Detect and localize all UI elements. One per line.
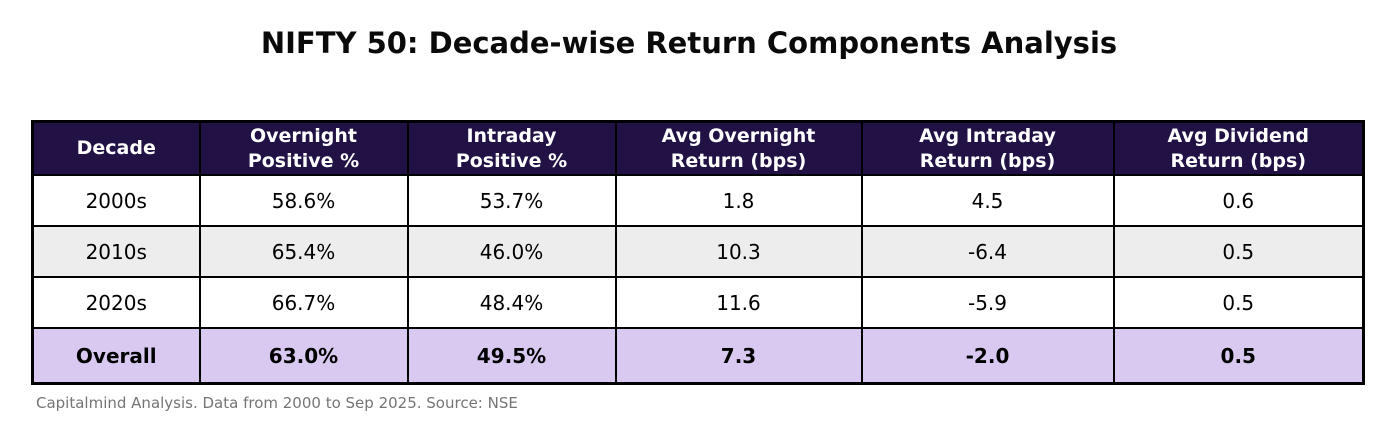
table-header-row: Decade Overnight Positive % Intraday Pos…	[31, 120, 1365, 176]
cell-intraday-positive: 53.7%	[406, 174, 617, 227]
table-row-2000s: 2000s 58.6% 53.7% 1.8 4.5 0.6	[31, 174, 1365, 227]
cell-overnight-positive: 63.0%	[198, 327, 409, 385]
cell-avg-intraday-return: -5.9	[860, 276, 1115, 329]
cell-decade: 2000s	[31, 174, 201, 227]
cell-avg-intraday-return: 4.5	[860, 174, 1115, 227]
cell-avg-dividend-return: 0.5	[1112, 327, 1365, 385]
cell-overnight-positive: 65.4%	[198, 225, 409, 278]
cell-avg-intraday-return: -2.0	[860, 327, 1115, 385]
cell-overnight-positive: 66.7%	[198, 276, 409, 329]
cell-intraday-positive: 49.5%	[406, 327, 617, 385]
cell-avg-overnight-return: 11.6	[614, 276, 863, 329]
cell-avg-dividend-return: 0.5	[1112, 276, 1365, 329]
decade-returns-table: Decade Overnight Positive % Intraday Pos…	[31, 120, 1365, 385]
table-row-2020s: 2020s 66.7% 48.4% 11.6 -5.9 0.5	[31, 276, 1365, 329]
table-row-2010s: 2010s 65.4% 46.0% 10.3 -6.4 0.5	[31, 225, 1365, 278]
cell-avg-intraday-return: -6.4	[860, 225, 1115, 278]
cell-intraday-positive: 48.4%	[406, 276, 617, 329]
page-title: NIFTY 50: Decade-wise Return Components …	[260, 26, 1118, 60]
col-header-intraday-positive: Intraday Positive %	[406, 120, 617, 176]
cell-avg-overnight-return: 7.3	[614, 327, 863, 385]
cell-overnight-positive: 58.6%	[198, 174, 409, 227]
cell-intraday-positive: 46.0%	[406, 225, 617, 278]
cell-decade: 2010s	[31, 225, 201, 278]
cell-avg-dividend-return: 0.5	[1112, 225, 1365, 278]
col-header-avg-overnight-return: Avg Overnight Return (bps)	[614, 120, 863, 176]
cell-avg-overnight-return: 1.8	[614, 174, 863, 227]
col-header-avg-dividend-return: Avg Dividend Return (bps)	[1112, 120, 1365, 176]
col-header-avg-intraday-return: Avg Intraday Return (bps)	[860, 120, 1115, 176]
col-header-overnight-positive: Overnight Positive %	[198, 120, 409, 176]
cell-avg-dividend-return: 0.6	[1112, 174, 1365, 227]
cell-decade: Overall	[31, 327, 201, 385]
table-row-overall: Overall 63.0% 49.5% 7.3 -2.0 0.5	[31, 327, 1365, 385]
col-header-decade: Decade	[31, 120, 201, 176]
source-note: Capitalmind Analysis. Data from 2000 to …	[36, 394, 518, 412]
cell-decade: 2020s	[31, 276, 201, 329]
cell-avg-overnight-return: 10.3	[614, 225, 863, 278]
